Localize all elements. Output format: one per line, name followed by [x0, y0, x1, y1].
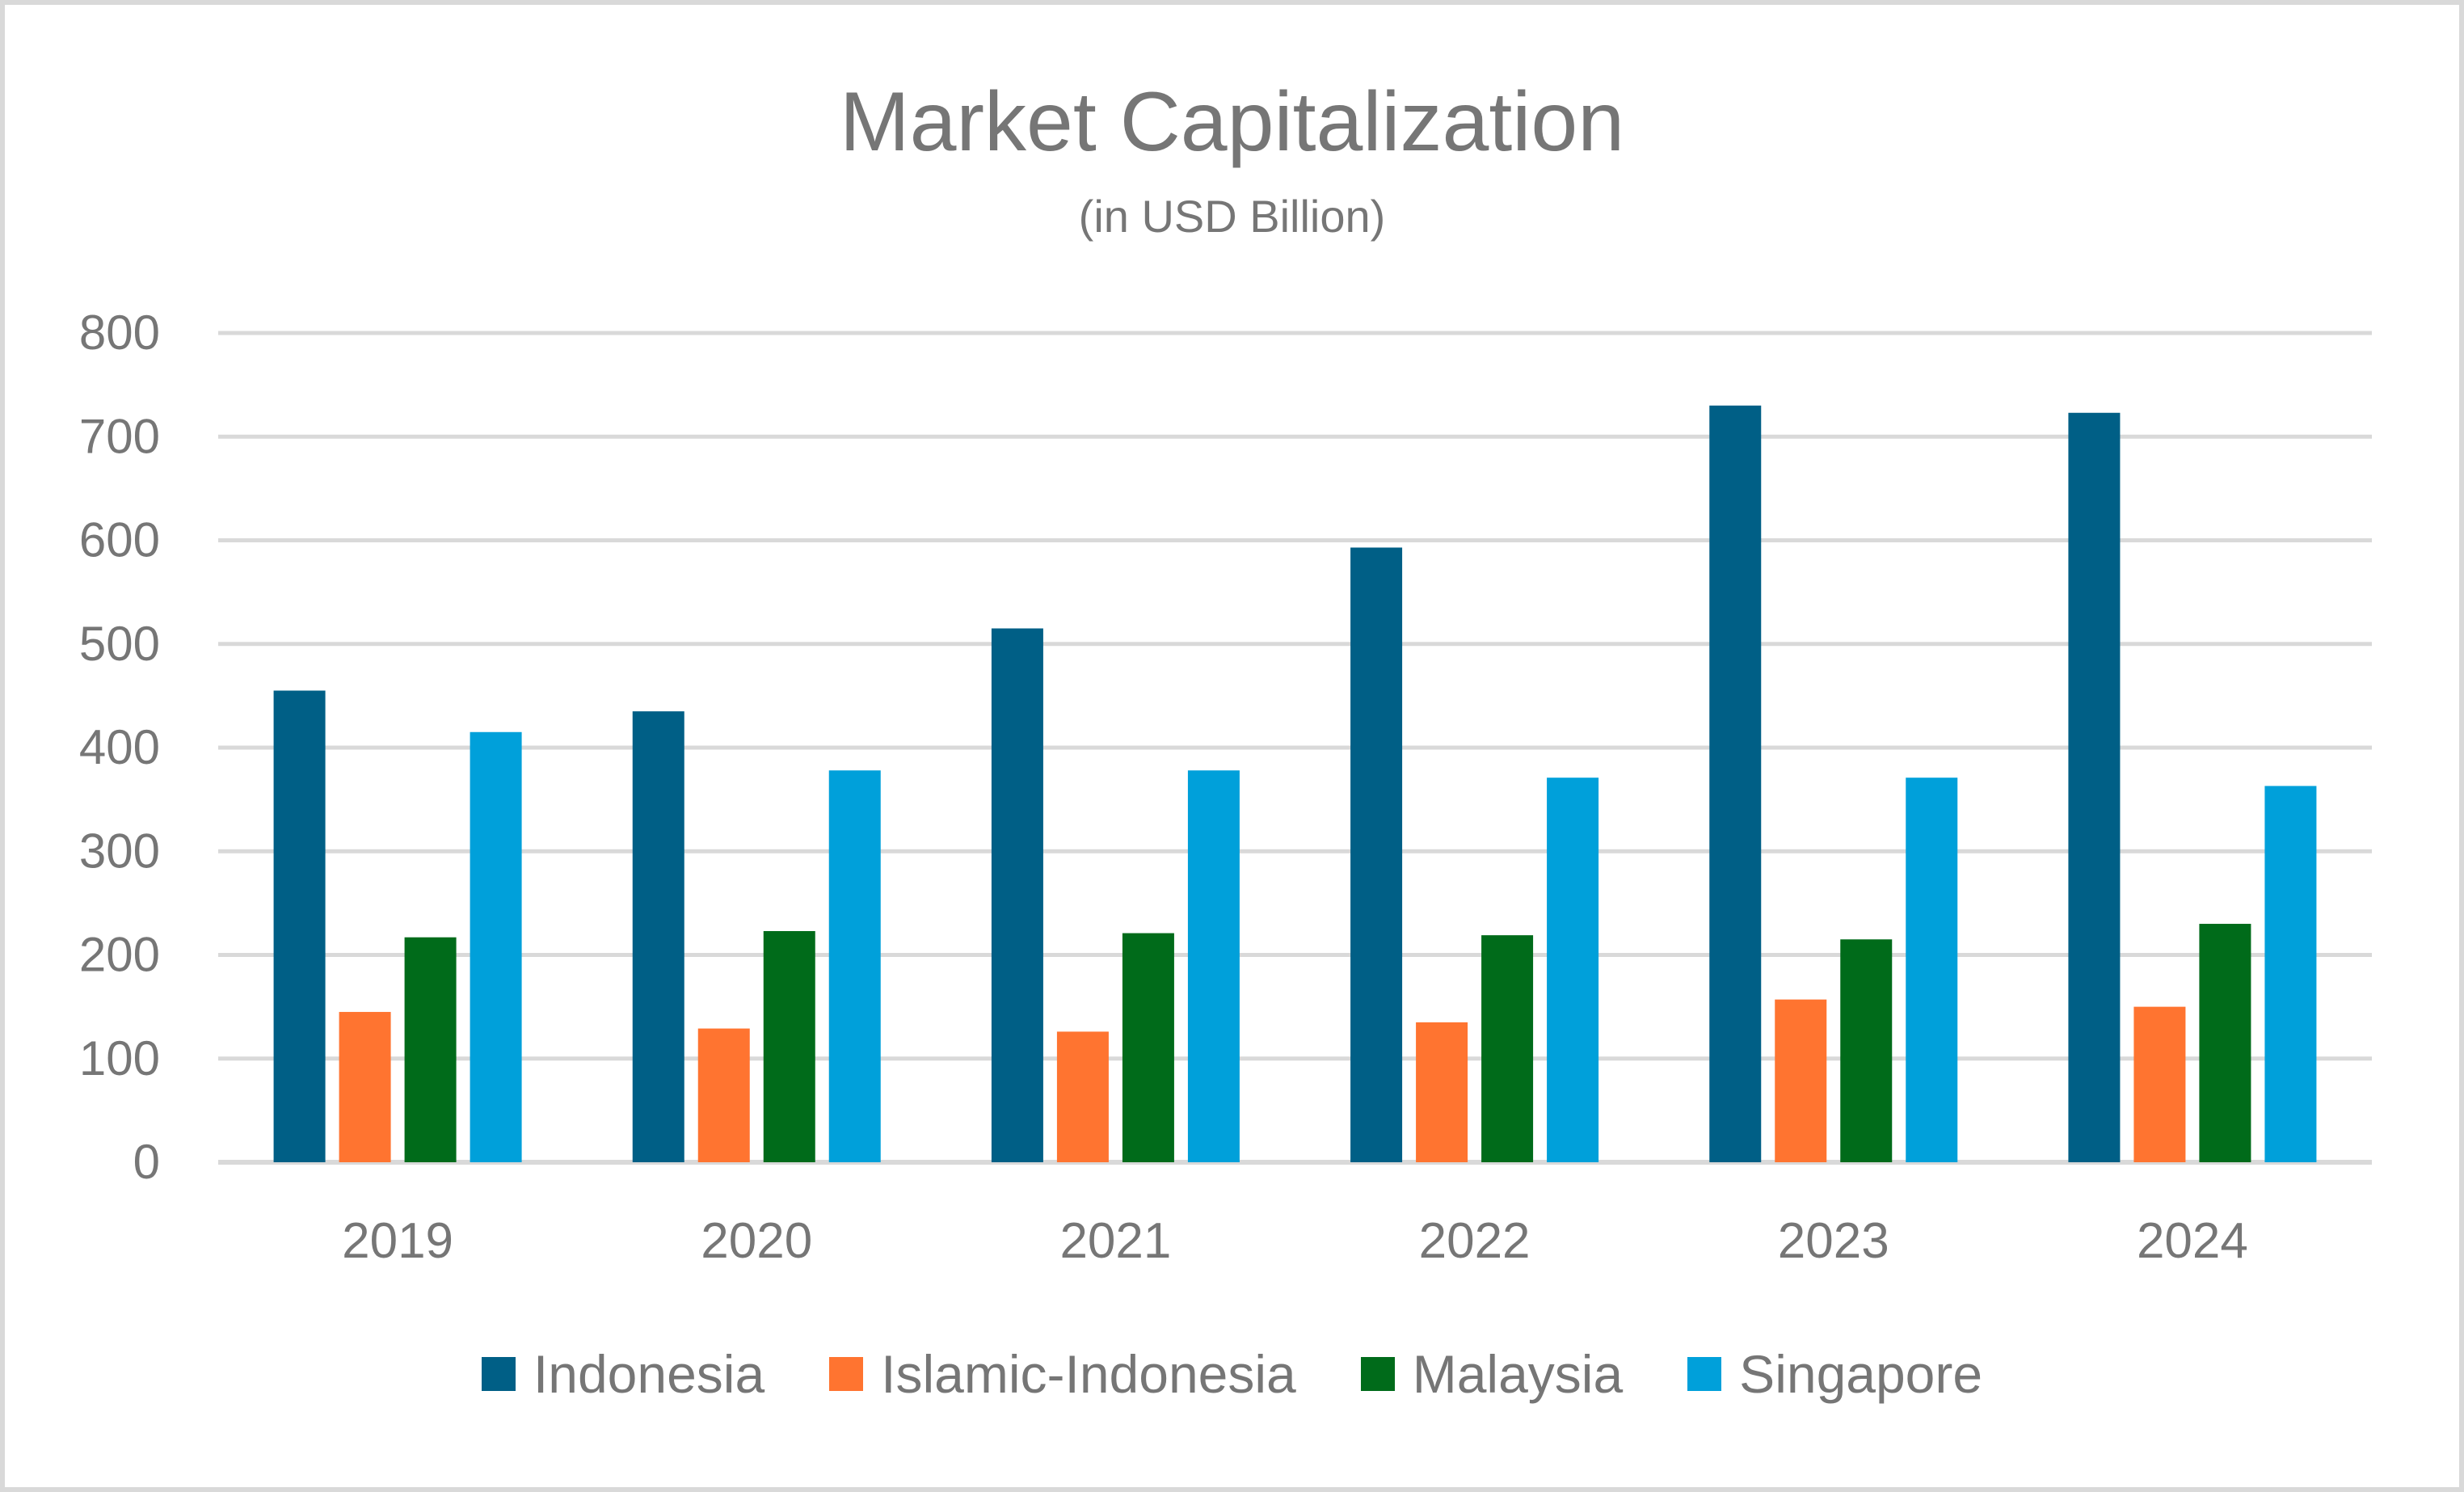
y-tick-label: 600	[79, 513, 160, 567]
bar-malaysia-2023	[1840, 939, 1893, 1162]
bar-indonesia-2022	[1350, 547, 1403, 1162]
bar-indonesia-2021	[991, 628, 1043, 1162]
legend-item-islamic-indonesia: Islamic-Indonesia	[829, 1347, 1296, 1401]
bar-islamic-indonesia-2019	[339, 1012, 391, 1162]
legend-item-malaysia: Malaysia	[1360, 1344, 1624, 1404]
axes: 0 100 200 300 400 500 600 700 800 2019 2020 2021 202…	[79, 306, 2248, 1269]
x-tick-label: 2019	[342, 1213, 453, 1269]
bar-malaysia-2024	[2199, 924, 2251, 1162]
legend-swatch	[829, 1357, 864, 1391]
x-tick-label: 2020	[701, 1213, 812, 1269]
chart-subtitle: (in USD Billion)	[1078, 191, 1386, 242]
bar-islamic-indonesia-2022	[1416, 1022, 1468, 1162]
bar-singapore-2024	[2264, 786, 2317, 1162]
bars	[273, 405, 2317, 1162]
legend-item-singapore: Singapore	[1687, 1347, 1982, 1401]
x-tick-label: 2022	[1419, 1213, 1531, 1269]
bar-indonesia-2023	[1709, 405, 1762, 1162]
bar-indonesia-2020	[632, 711, 684, 1162]
y-tick-label: 400	[79, 720, 160, 774]
y-tick-label: 700	[79, 409, 160, 463]
y-tick-label: 300	[79, 824, 160, 878]
legend-label: Indonesia	[533, 1344, 765, 1404]
legend-label: Singapore	[1739, 1344, 1983, 1404]
bar-malaysia-2019	[404, 937, 457, 1162]
y-tick-label: 800	[79, 306, 160, 360]
bar-islamic-indonesia-2020	[697, 1028, 750, 1162]
chart-title: Market Capitalization	[839, 75, 1625, 169]
bar-islamic-indonesia-2024	[2133, 1006, 2186, 1162]
x-tick-label: 2021	[1059, 1213, 1171, 1269]
bar-indonesia-2024	[2068, 412, 2121, 1162]
bar-singapore-2019	[470, 731, 522, 1162]
legend-label: Islamic-Indonesia	[881, 1344, 1296, 1404]
bar-malaysia-2020	[763, 931, 815, 1162]
legend-item-indonesia: Indonesia	[481, 1344, 765, 1404]
gridlines	[218, 331, 2372, 1165]
y-tick-label: 500	[79, 617, 160, 671]
bar-singapore-2022	[1547, 778, 1599, 1162]
y-tick-label: 200	[79, 928, 160, 982]
x-tick-label: 2024	[2137, 1213, 2248, 1269]
x-tick-label: 2023	[1778, 1213, 1889, 1269]
legend-swatch	[1687, 1357, 1722, 1391]
legend-swatch	[481, 1357, 516, 1391]
bar-islamic-indonesia-2021	[1056, 1031, 1109, 1162]
y-tick-label: 0	[133, 1135, 160, 1189]
bar-indonesia-2019	[273, 690, 326, 1162]
bar-malaysia-2022	[1481, 935, 1534, 1162]
legend: Indonesia Islamic-Indonesia Malaysia Singap…	[0, 1338, 2464, 1410]
legend-swatch	[1360, 1357, 1395, 1391]
bar-islamic-indonesia-2023	[1775, 999, 1827, 1162]
y-tick-label: 100	[79, 1031, 160, 1085]
bar-singapore-2020	[828, 770, 881, 1162]
legend-label: Malaysia	[1412, 1344, 1624, 1404]
bar-malaysia-2021	[1122, 933, 1174, 1162]
bar-singapore-2023	[1906, 778, 1958, 1162]
bar-singapore-2021	[1187, 770, 1240, 1162]
